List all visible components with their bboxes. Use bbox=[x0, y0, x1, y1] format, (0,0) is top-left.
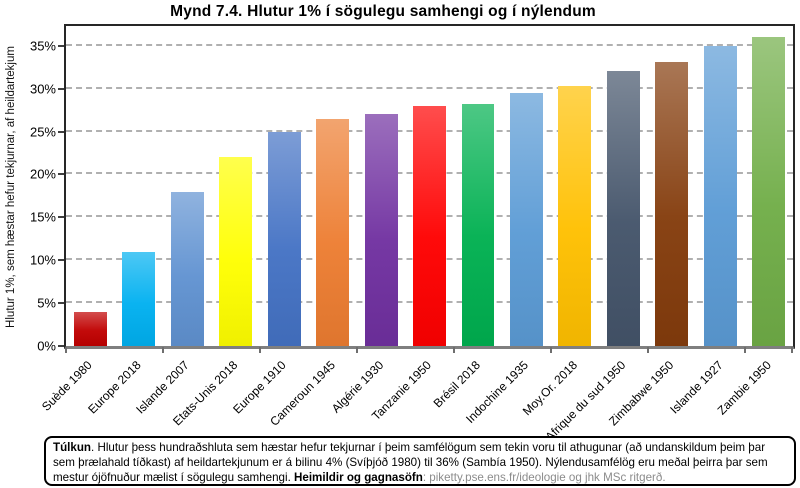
bar-Zimbabwe 1950 bbox=[655, 62, 689, 346]
x-label-Brésil 2018: Brésil 2018 bbox=[430, 358, 483, 411]
y-tick-mark bbox=[58, 259, 64, 262]
y-tick-mark bbox=[58, 173, 64, 176]
bars-layer bbox=[66, 26, 793, 346]
y-tick-label: 25% bbox=[29, 124, 56, 140]
y-tick-mark bbox=[58, 302, 64, 305]
bar-Europe 2018 bbox=[122, 251, 156, 346]
y-axis-title: Hlutur 1%, sem hæstar hefur tekjurnar, a… bbox=[5, 46, 17, 328]
footnote-body: . Hlutur þess hundraðshluta sem hæstar h… bbox=[53, 441, 768, 484]
bar-slot bbox=[163, 26, 211, 346]
y-tick-label: 30% bbox=[29, 81, 56, 97]
bar-Algérie 1930 bbox=[364, 113, 398, 346]
y-tick-label: 0% bbox=[37, 338, 56, 354]
footnote-label: Túlkun bbox=[53, 441, 91, 454]
bar-Islande 2007 bbox=[170, 191, 204, 346]
y-tick-label: 35% bbox=[29, 38, 56, 54]
chart-title: Mynd 7.4. Hlutur 1% í sögulegu samhengi … bbox=[170, 3, 596, 20]
bar-slot bbox=[114, 26, 162, 346]
bar-Tanzanie 1950 bbox=[413, 105, 446, 346]
bar-slot bbox=[648, 26, 696, 346]
x-tick-mark bbox=[743, 347, 746, 353]
bar-Indochine 1935 bbox=[509, 92, 543, 346]
footnote-sources-label: Heimildir og gagnasöfn bbox=[294, 470, 423, 484]
y-tick-mark bbox=[58, 87, 64, 90]
bar-Suède 1980 bbox=[73, 311, 107, 346]
footnote-sources-text: : piketty.pse.ens.fr/ideologie og jhk MS… bbox=[422, 470, 666, 484]
bar-slot bbox=[66, 26, 114, 346]
plot-area: 0% 5% 10% 15% 20% 25% 30% 35% Suède 1980 Europe … bbox=[30, 24, 795, 444]
bar-slot bbox=[211, 26, 259, 346]
bar-Afrique du sud 1950 bbox=[606, 70, 640, 346]
bar-slot bbox=[502, 26, 550, 346]
bar-slot bbox=[454, 26, 502, 346]
footnote-box: Túlkun. Hlutur þess hundraðshluta sem hæ… bbox=[44, 436, 796, 486]
y-tick-label: 20% bbox=[29, 166, 56, 182]
x-tick-mark bbox=[646, 347, 649, 353]
bar-Etats-Unis 2018 bbox=[219, 157, 253, 346]
bar-slot bbox=[357, 26, 405, 346]
y-tick-mark bbox=[58, 345, 64, 347]
y-tick-label: 5% bbox=[37, 295, 56, 311]
x-tick-mark bbox=[355, 347, 358, 353]
x-tick-mark bbox=[161, 347, 164, 353]
y-tick-label: 10% bbox=[29, 252, 56, 268]
bar-Europe 1910 bbox=[267, 131, 301, 346]
bar-slot bbox=[260, 26, 308, 346]
bar-Moy.Or. 2018 bbox=[558, 86, 592, 346]
y-tick-mark bbox=[58, 216, 64, 219]
bar-Cameroun 1945 bbox=[316, 118, 350, 346]
x-tick-mark bbox=[65, 347, 67, 353]
bar-slot bbox=[551, 26, 599, 346]
bar-Zambie 1950 bbox=[752, 37, 786, 346]
bar-slot bbox=[308, 26, 356, 346]
bar-Islande 1927 bbox=[703, 45, 737, 346]
x-tick-mark bbox=[258, 347, 261, 353]
x-tick-mark bbox=[549, 347, 552, 353]
y-tick-mark bbox=[58, 44, 64, 47]
x-tick-mark bbox=[452, 347, 455, 353]
y-tick-mark bbox=[58, 130, 64, 133]
gridline-30 bbox=[66, 86, 793, 89]
gridline-35 bbox=[66, 43, 793, 46]
bar-slot bbox=[745, 26, 793, 346]
bar-slot bbox=[696, 26, 744, 346]
y-tick-label: 15% bbox=[29, 209, 56, 225]
x-tick-mark bbox=[791, 347, 793, 353]
bar-Brésil 2018 bbox=[461, 104, 495, 346]
bar-slot bbox=[599, 26, 647, 346]
bar-slot bbox=[405, 26, 453, 346]
